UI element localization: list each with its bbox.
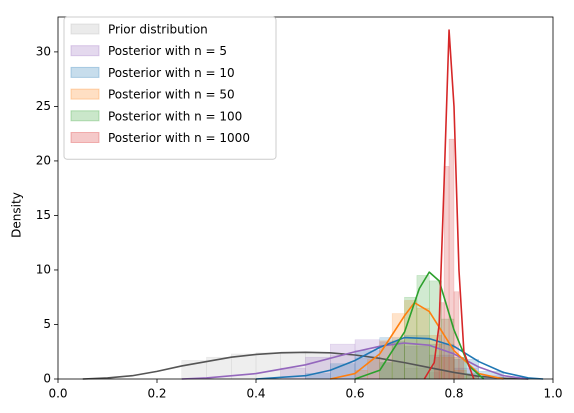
legend-label: Posterior with n = 5	[108, 44, 227, 58]
legend-label: Posterior with n = 1000	[108, 131, 250, 145]
y-tick-label: 25	[36, 99, 51, 113]
x-tick-label: 0.4	[246, 387, 265, 401]
legend-label: Posterior with n = 10	[108, 66, 235, 80]
histogram-bar	[404, 346, 430, 380]
plot-frame	[57, 16, 554, 380]
x-tick-label: 0.8	[444, 387, 463, 401]
y-tick-label: 10	[36, 262, 51, 276]
legend-label: Prior distribution	[108, 23, 208, 37]
histogram-bar	[458, 356, 465, 380]
y-tick-label: 5	[43, 317, 51, 331]
legend-swatch	[70, 23, 100, 35]
y-tick-label: 0	[43, 372, 51, 386]
kde-line	[82, 351, 529, 380]
x-tick-label: 1.0	[543, 387, 562, 401]
y-tick-label: 20	[36, 153, 51, 167]
histogram-bar	[379, 362, 393, 380]
legend-box	[63, 16, 277, 160]
x-tick-label: 0.2	[147, 387, 166, 401]
legend-label: Posterior with n = 50	[108, 88, 235, 102]
histogram-bar	[443, 166, 450, 380]
legend-swatch	[70, 110, 100, 122]
kde-line	[255, 336, 544, 380]
legend-label: Posterior with n = 100	[108, 109, 242, 123]
y-tick-label: 15	[36, 208, 51, 222]
x-tick-label: 0.0	[48, 387, 67, 401]
legend-swatch	[70, 45, 100, 57]
legend-swatch	[70, 66, 100, 78]
kde-line	[181, 342, 529, 380]
histogram-bar	[391, 340, 405, 380]
kde-line	[423, 29, 475, 380]
y-axis-label: Density	[10, 192, 24, 238]
legend-swatch	[70, 132, 100, 143]
legend-swatch	[70, 88, 100, 100]
histogram-bar	[255, 352, 281, 380]
x-tick-label: 0.6	[345, 387, 364, 401]
y-tick-label: 30	[36, 44, 51, 58]
